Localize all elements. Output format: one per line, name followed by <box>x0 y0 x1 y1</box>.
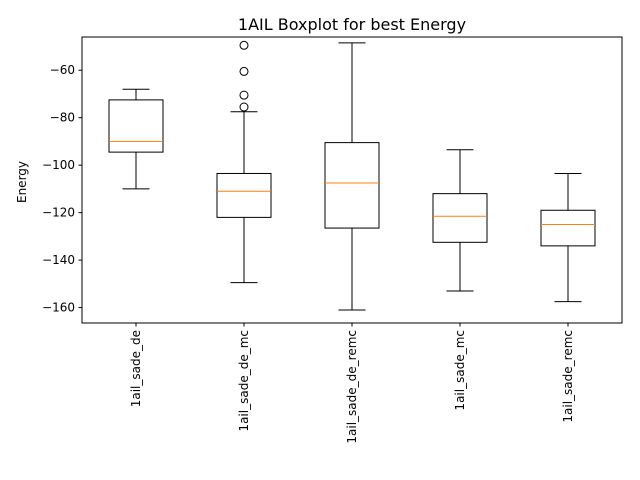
y-tick-label: −160 <box>42 301 75 315</box>
outlier-point <box>239 66 249 76</box>
y-axis-label: Energy <box>15 161 29 203</box>
box-iqr <box>540 209 596 247</box>
y-tick-label: −60 <box>50 63 75 77</box>
box-group-1ail_sade_de <box>108 88 164 190</box>
y-tick-label: −140 <box>42 253 75 267</box>
box-group-1ail_sade_mc <box>432 149 488 292</box>
y-tick-label: −120 <box>42 206 75 220</box>
outlier-point <box>239 40 249 50</box>
x-tick-label: 1ail_sade_de_remc <box>345 330 359 444</box>
outlier-point <box>239 90 249 100</box>
outlier-point <box>239 102 249 112</box>
y-tick-label: −80 <box>50 111 75 125</box>
x-tick-label: 1ail_sade_de <box>129 330 143 407</box>
axes-frame <box>81 36 623 324</box>
box-group-1ail_sade_de_mc <box>216 40 272 284</box>
box-iqr <box>324 142 380 229</box>
box-iqr <box>216 172 272 218</box>
box-iqr <box>432 193 488 243</box>
box-iqr <box>108 99 164 153</box>
y-tick-label: −100 <box>42 158 75 172</box>
box-group-1ail_sade_remc <box>540 172 596 303</box>
x-tick-label: 1ail_sade_mc <box>453 330 467 411</box>
chart-title: 1AIL Boxplot for best Energy <box>238 15 466 34</box>
box-group-1ail_sade_de_remc <box>324 42 380 311</box>
x-tick-label: 1ail_sade_remc <box>561 330 575 423</box>
x-tick-label: 1ail_sade_de_mc <box>237 330 251 432</box>
plot-area: −160 −140 −120 −100 −80 −60 1ail_sade_de 1ail_s… <box>42 40 596 444</box>
